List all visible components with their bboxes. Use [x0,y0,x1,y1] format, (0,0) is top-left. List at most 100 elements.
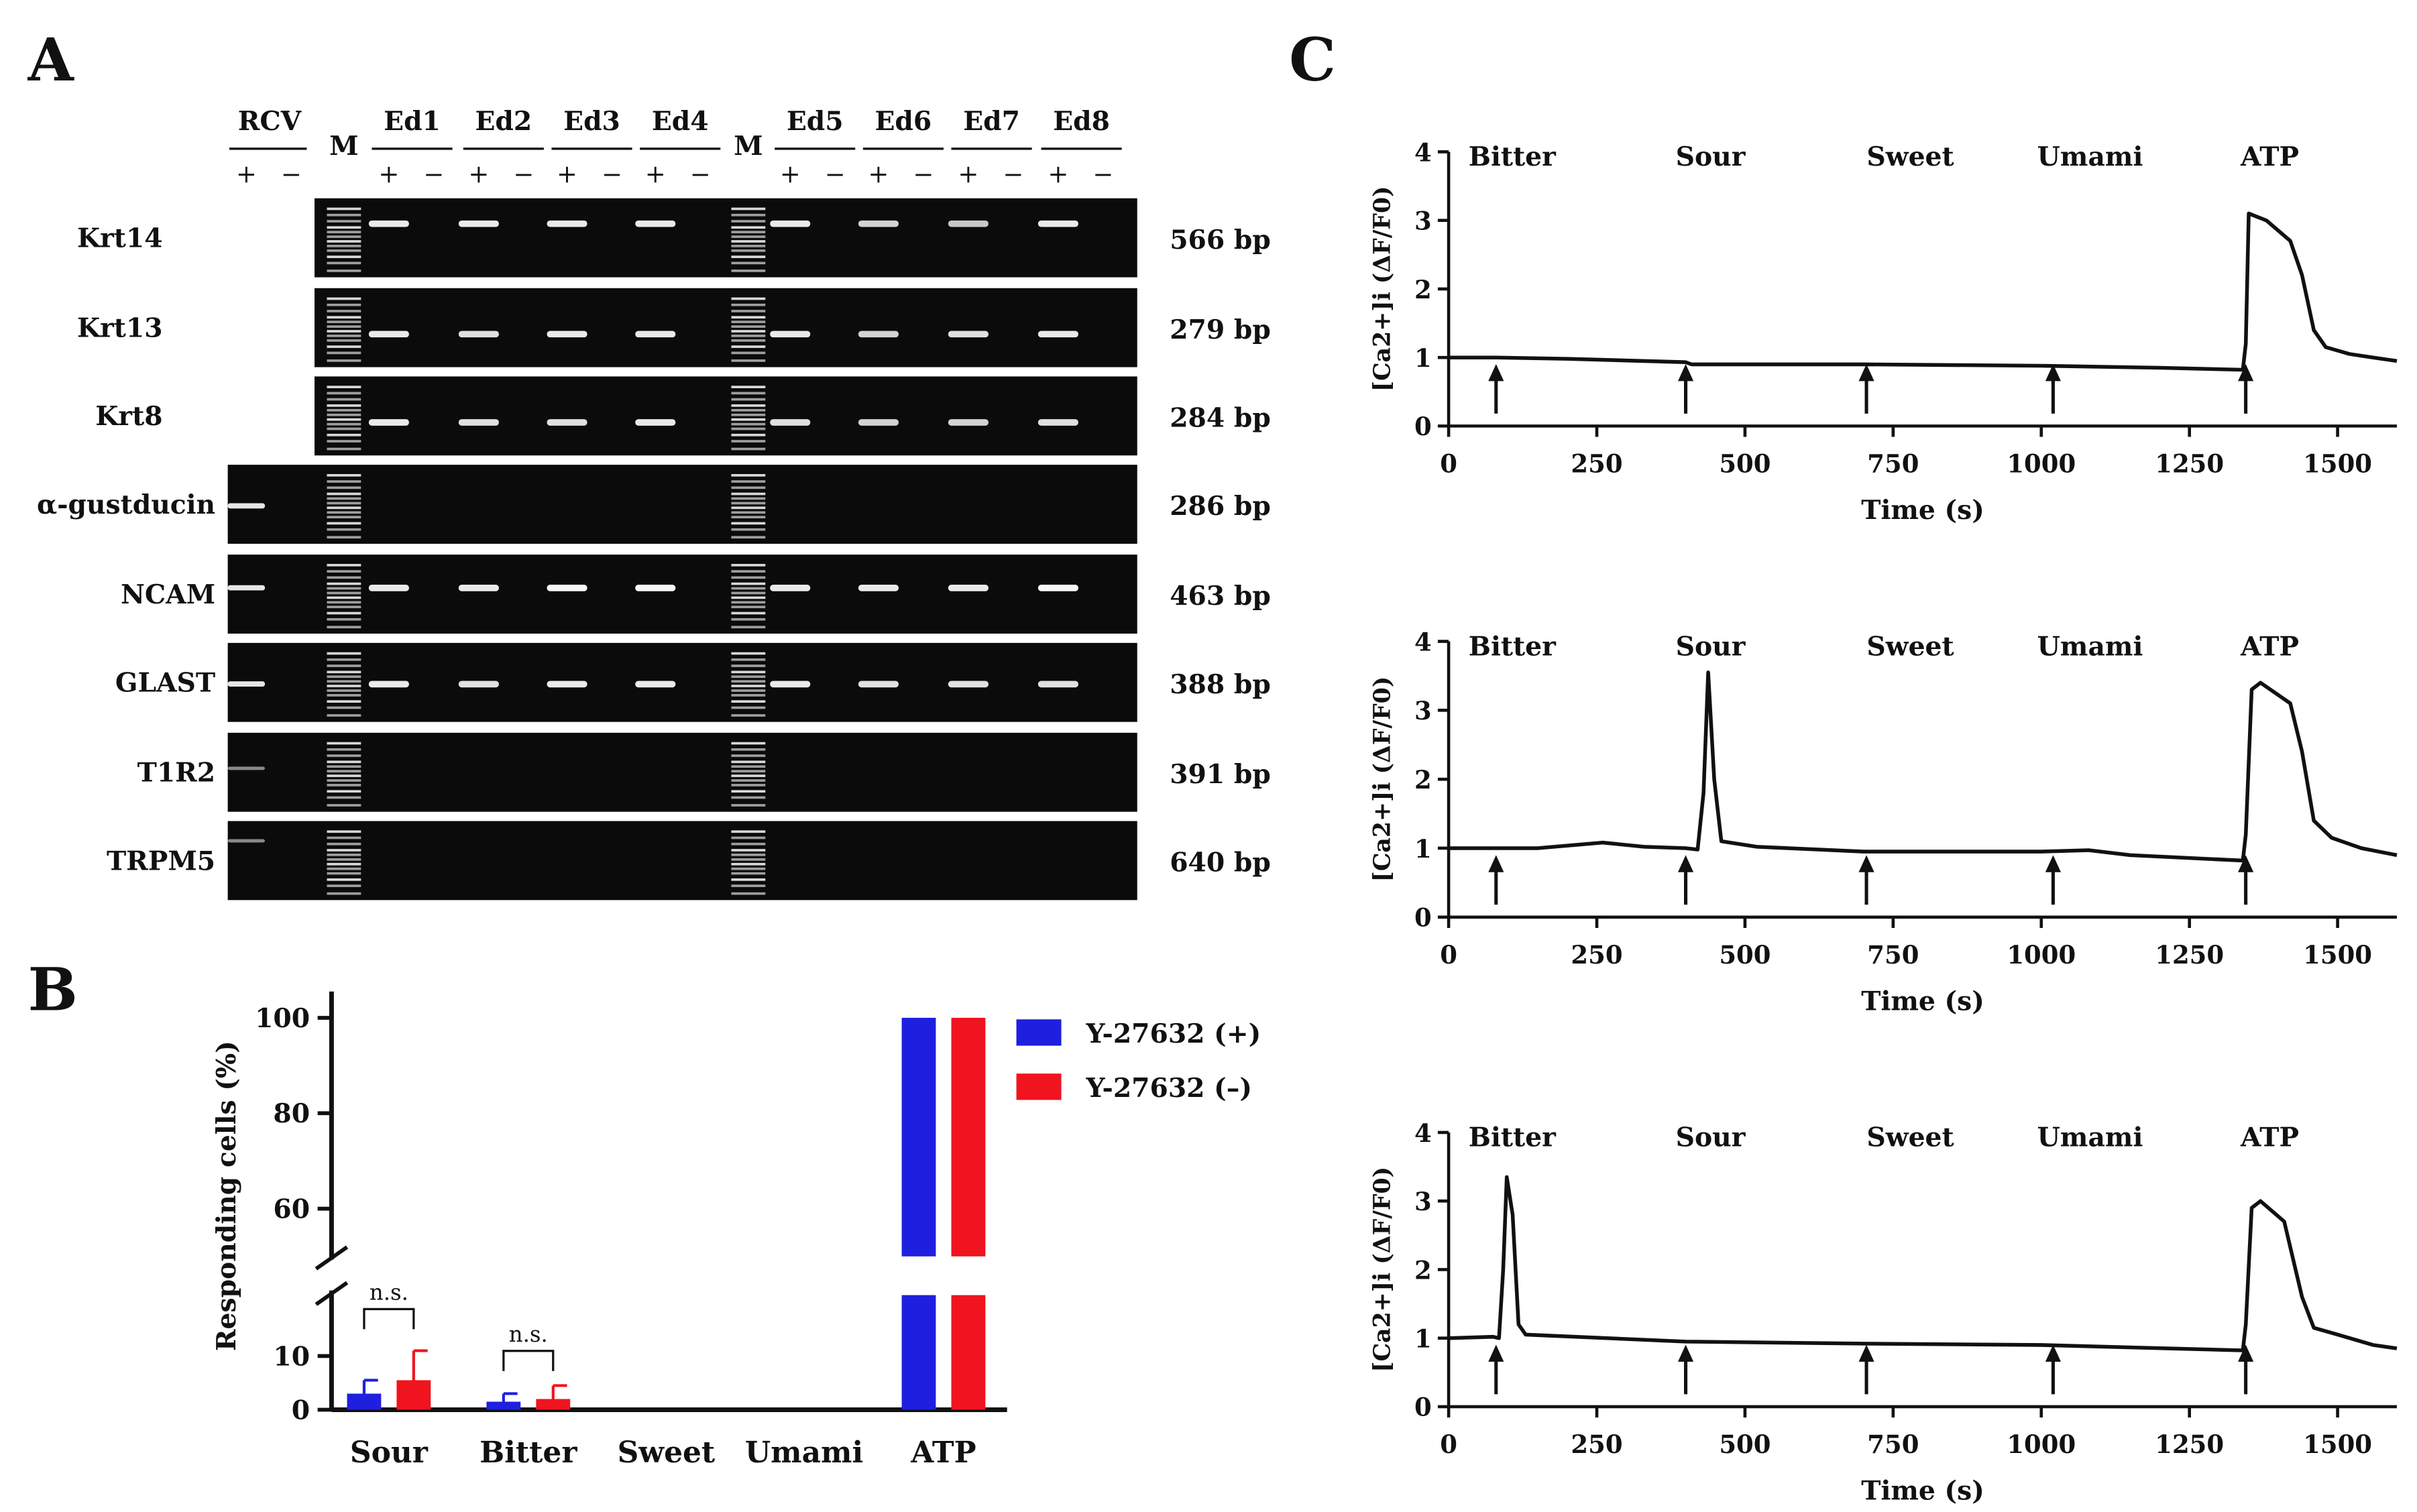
ns-bracket [363,1307,415,1330]
ladder-band [731,497,766,500]
ladder-band [327,892,361,895]
trace-x-tick-label: 1500 [2303,940,2372,970]
rcv-band [227,503,266,509]
ladder-band [731,770,766,772]
ladder-band [327,626,361,629]
ladder-band [327,605,361,609]
ladder-band [731,742,766,745]
stimulus-arrow-head [1858,855,1874,872]
ladder-band [731,760,766,764]
legend-swatch [1016,1019,1062,1046]
ladder-band [327,804,361,807]
stimulus-label-sweet: Sweet [1866,141,1954,172]
ladder-band [327,675,361,679]
size-label: 640 bp [1170,848,1271,878]
stimulus-label-sweet: Sweet [1866,1122,1954,1153]
trace-x-tick-label: 250 [1571,449,1622,479]
ladder-band [327,492,361,496]
stimulus-arrow-head [2045,363,2061,382]
ladder-band [731,345,766,348]
sample-band [368,419,409,426]
ladder-band [327,714,361,717]
ladder-band [327,774,361,777]
ladder-band [731,447,766,451]
sample-band [948,220,989,227]
ladder-band [327,511,361,514]
sample-band [368,585,409,591]
trace-x-tick-label: 750 [1867,940,1919,970]
ladder-band [327,325,361,328]
sample-band [458,585,499,591]
ladder-band [327,418,361,421]
rcv-band [227,585,266,591]
ladder-band [327,689,361,692]
ladder-band [731,506,766,510]
trace-y-tick-label: 1 [1414,1324,1432,1354]
ladder-band [731,321,766,323]
ladder-band [327,779,361,782]
ladder-band [731,270,766,272]
ladder-band [731,694,766,697]
ladder-band [731,408,766,412]
bar-chart-y-label: Responding cells (%) [211,1041,242,1351]
ladder-band [731,779,766,782]
ladder-band [327,522,361,525]
ladder-band [731,303,766,306]
category-label: Sweet [618,1436,716,1470]
ladder-band [731,330,766,333]
stimulus-arrow-head [2238,363,2254,382]
trace-y-tick-label: 2 [1414,1255,1432,1285]
ladder-band [731,480,766,483]
ladder-band [327,433,361,437]
ladder-band [731,261,766,265]
trace-y-tick-label: 3 [1414,696,1432,725]
ladder-band [327,576,361,579]
sample-band [458,220,499,227]
ladder-band [731,570,766,573]
ladder-band [327,694,361,697]
ladder-band [327,422,361,426]
ladder-band [327,220,361,223]
sample-band [858,681,899,688]
ladder-band [327,564,361,567]
lane-plus-sign: + [780,160,801,189]
stimulus-label-atp: ATP [2240,1122,2299,1153]
panel-label-a: A [27,25,75,95]
ladder-band [327,685,361,687]
trace-x-tick-label: 1000 [2007,449,2076,479]
trace-y-label: [Ca2+]i (ΔF/F0) [1368,677,1396,882]
ladder-band [731,862,766,866]
ladder-band [731,658,766,661]
ladder-band [731,872,766,875]
ladder-band [327,316,361,319]
ladder-band [327,742,361,745]
gene-label: Krt14 [77,223,163,254]
ladder-band [327,596,361,599]
ladder-band [731,842,766,846]
bar-sour [347,1393,382,1410]
ladder-band [327,235,361,238]
trace-x-tick-label: 250 [1571,940,1622,970]
stimulus-label-sweet: Sweet [1866,631,1954,662]
ladder-band [327,618,361,621]
bar-sour [396,1380,431,1410]
lane-minus-sign: − [513,160,534,189]
ladder-band [731,235,766,238]
ladder-band [731,804,766,807]
lane-minus-sign: − [423,160,444,189]
group-header-ed8: Ed8 [1053,106,1110,137]
ladder-band [327,748,361,751]
size-label: 286 bp [1170,491,1271,522]
lane-minus-sign: − [602,160,622,189]
ladder-band [327,321,361,323]
ladder-band [327,310,361,312]
ladder-band [731,351,766,355]
ladder-band [731,576,766,579]
trace-x-tick-label: 1500 [2303,1430,2372,1459]
ladder-band [731,528,766,531]
sample-band [858,585,899,591]
ladder-band [327,240,361,243]
